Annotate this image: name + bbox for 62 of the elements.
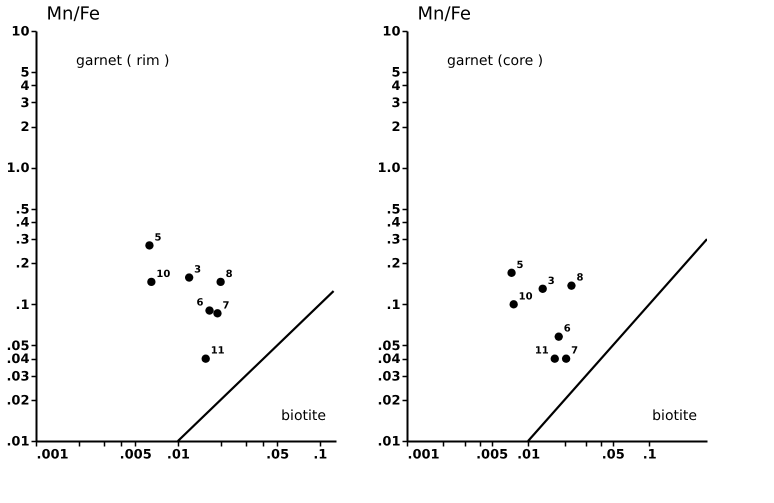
annotation: garnet ( rim )	[76, 53, 170, 69]
annotation: biotite	[652, 408, 697, 424]
annotation: 6	[196, 298, 204, 309]
annotation: biotite	[281, 408, 326, 424]
annotation: 3	[194, 264, 202, 276]
y-tick-label: .1	[386, 298, 400, 313]
x-tick-label: .01	[166, 448, 190, 462]
annotation: 5	[154, 232, 162, 244]
y-tick-label: .1	[16, 298, 30, 313]
y-tick-label: 3	[20, 96, 30, 111]
annotation: 5	[516, 260, 524, 271]
y-tick-label: .03	[377, 369, 400, 384]
x-tick-label: .01	[517, 448, 540, 462]
y-tick-label: 2	[391, 120, 400, 136]
x-tick-label: .1	[642, 448, 657, 462]
y-tick-label: .01	[6, 434, 30, 450]
y-tick-label: .3	[386, 232, 400, 248]
annotation: 10	[156, 268, 170, 280]
annotation: 3	[548, 276, 555, 287]
annotation: 8	[226, 268, 233, 280]
y-tick-label: .04	[377, 352, 400, 368]
annotation: 11	[210, 346, 225, 357]
y-tick-label: 10	[11, 24, 30, 40]
x-tick-label: .001	[36, 448, 69, 462]
y-axis-title: Mn/Fe	[46, 4, 100, 24]
y-tick-label: .4	[386, 216, 400, 231]
y-tick-label: 3	[391, 96, 400, 111]
y-tick-label: .02	[377, 393, 400, 408]
y-tick-label: 4	[391, 78, 400, 94]
annotation: 10	[518, 291, 533, 302]
x-tick-label: .005	[476, 448, 508, 462]
annotation: 8	[576, 272, 584, 284]
x-tick-label: .05	[602, 448, 625, 462]
y-tick-label: .04	[6, 352, 30, 368]
y-tick-label: 4	[20, 78, 30, 94]
x-tick-label: .05	[266, 448, 290, 462]
x-tick-label: .1	[313, 448, 328, 462]
y-tick-label: .2	[16, 256, 30, 272]
y-tick-label: .5	[16, 202, 30, 218]
x-tick-label: .005	[120, 448, 152, 462]
y-tick-label: 1.0	[377, 161, 400, 176]
y-tick-label: 1.0	[6, 161, 30, 176]
y-tick-label: .4	[16, 216, 30, 231]
y-tick-label: .05	[377, 338, 400, 354]
annotation: garnet (core )	[447, 53, 544, 69]
y-tick-label: 2	[20, 120, 30, 136]
y-tick-label: .02	[6, 393, 30, 408]
y-tick-label: 5	[20, 66, 30, 81]
y-axis-title: Mn/Fe	[418, 4, 471, 24]
y-tick-label: .5	[386, 202, 400, 218]
y-tick-label: .01	[377, 434, 400, 450]
annotation: 6	[564, 324, 571, 335]
y-tick-label: .2	[386, 256, 400, 272]
y-tick-label: .05	[6, 338, 30, 354]
x-tick-label: .001	[408, 448, 440, 462]
annotation: 7	[571, 346, 578, 357]
annotation: 7	[222, 300, 230, 312]
y-tick-label: .3	[16, 232, 30, 248]
y-tick-label: 5	[391, 66, 400, 81]
annotation: 11	[534, 346, 549, 357]
y-tick-label: 10	[382, 24, 400, 40]
y-tick-label: .03	[6, 369, 30, 384]
